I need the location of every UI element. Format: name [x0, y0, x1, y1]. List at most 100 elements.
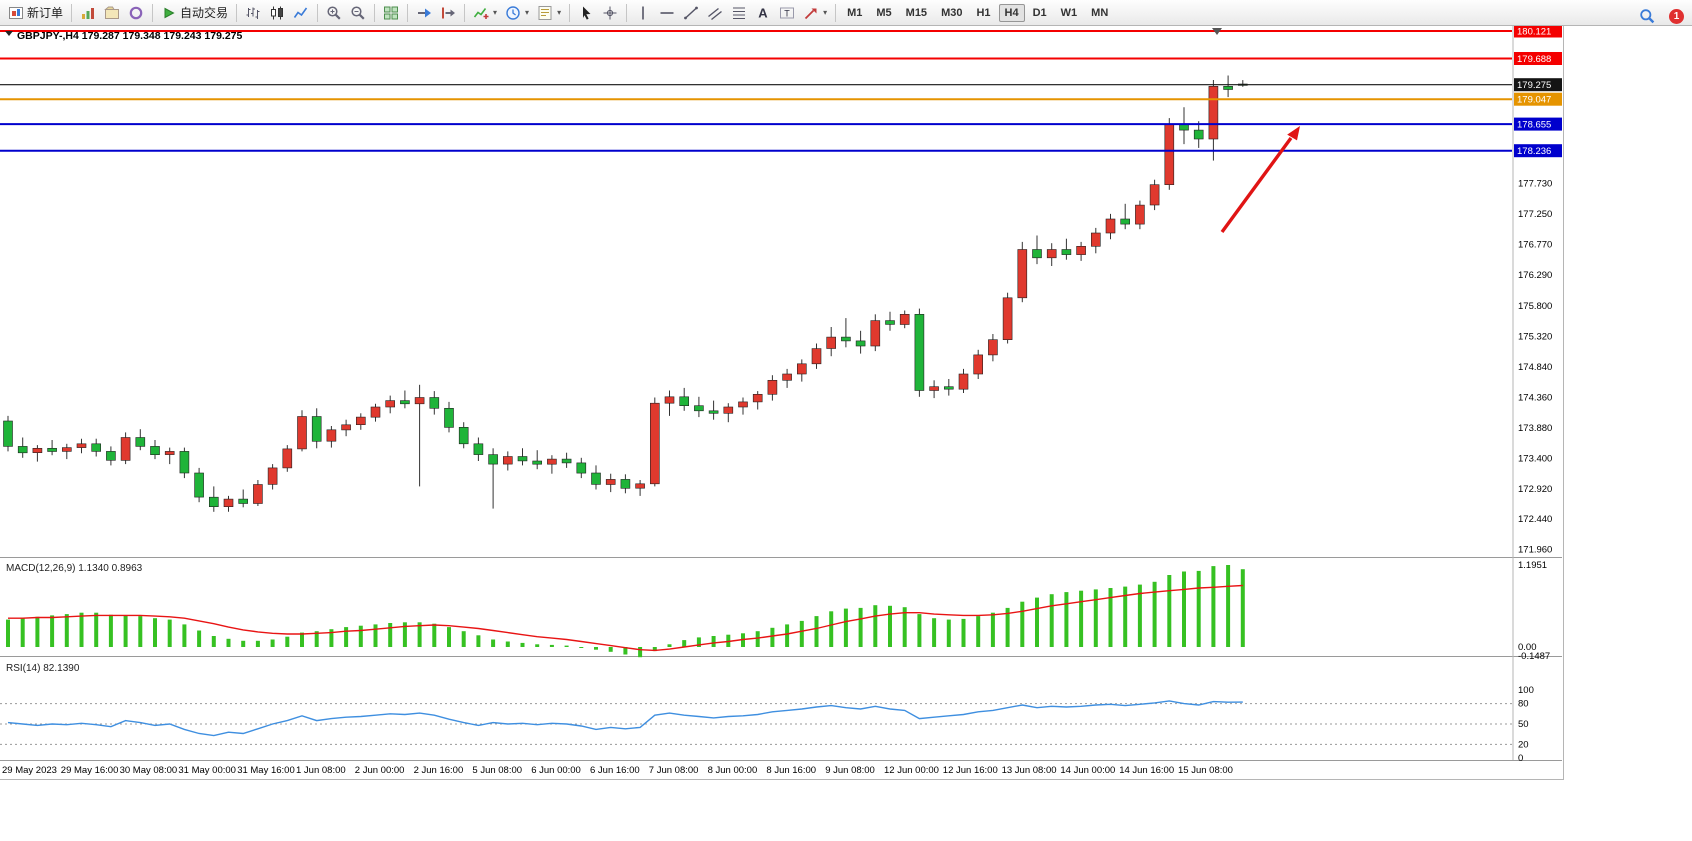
refresh-icon [129, 6, 143, 19]
timeframe-button-m1[interactable]: M1 [847, 6, 863, 19]
toolbar-separator [407, 3, 409, 22]
fibonacci-button[interactable] [727, 1, 751, 25]
macd-bar [476, 635, 481, 647]
line-chart-button[interactable] [289, 1, 313, 25]
macd-bar [520, 642, 525, 647]
arrows-button[interactable]: ▾ [799, 1, 831, 25]
timeframe-button-mn[interactable]: MN [1091, 6, 1109, 19]
timeframe-button-w1[interactable]: W1 [1060, 6, 1078, 19]
macd-bar [447, 627, 451, 647]
macd-bar [108, 614, 113, 647]
time-axis-label: 12 Jun 16:00 [943, 765, 998, 776]
dropdown-arrow-icon[interactable]: ▾ [525, 8, 530, 17]
zoom-out-button[interactable] [346, 1, 370, 25]
search-button[interactable] [1635, 4, 1659, 28]
templates-button[interactable]: ▾ [533, 1, 565, 25]
time-axis-label: 13 Jun 08:00 [1002, 765, 1057, 776]
time-axis-label: 9 Jun 08:00 [825, 765, 875, 776]
chart-shift-marker[interactable] [1212, 28, 1222, 35]
candle-body [297, 416, 307, 450]
timeframe-button-h4[interactable]: H4 [998, 3, 1025, 22]
dropdown-arrow-icon[interactable]: ▾ [557, 8, 562, 17]
trendline-button[interactable] [679, 1, 703, 25]
candle-body [473, 443, 484, 455]
auto-scroll-button[interactable] [412, 1, 436, 25]
macd-bar [1137, 584, 1142, 647]
vertical-line-button[interactable] [631, 1, 655, 25]
candle-body [679, 396, 690, 406]
pivot-line-badge [1514, 92, 1562, 106]
timeframe-button-h1[interactable]: H1 [976, 6, 991, 19]
timeframe-button-d1[interactable]: D1 [1032, 6, 1047, 19]
candle-body [17, 446, 28, 454]
price-tick-label: 173.880 [1518, 423, 1552, 434]
new-chart-button[interactable] [76, 1, 100, 25]
toolbar-right-cluster: 1 [1635, 4, 1684, 28]
time-axis-label: 14 Jun 00:00 [1060, 765, 1115, 776]
macd-bar [990, 612, 995, 647]
price-tick-label: 175.800 [1518, 301, 1552, 312]
timeframe-button-m5[interactable]: M5 [876, 6, 892, 19]
candle-body [326, 429, 337, 442]
tile-windows-button[interactable] [379, 1, 403, 25]
dropdown-arrow-icon[interactable]: ▾ [823, 8, 828, 17]
support-line-2-badge [1514, 144, 1562, 158]
macd-bar [1167, 575, 1172, 647]
new-order-button[interactable]: 新订单 [4, 1, 67, 25]
timeframe-button-m30[interactable]: M30 [941, 6, 963, 19]
candle-body [1061, 249, 1072, 255]
notifications-badge[interactable]: 1 [1669, 8, 1684, 24]
candlesticks-button[interactable] [265, 1, 289, 25]
timeframe-button-m15[interactable]: M15 [905, 6, 928, 19]
cursor-button[interactable] [574, 1, 598, 25]
channel-button[interactable] [703, 1, 727, 25]
chart-window-gbpjpy-h4[interactable]: GBPJPY-,H4 179.287 179.348 179.243 179.2… [0, 26, 1564, 780]
time-axis-label: 31 May 16:00 [237, 765, 295, 776]
candle-body [150, 446, 160, 455]
chart-menu-triangle-icon[interactable] [5, 31, 13, 36]
crosshair-button[interactable] [598, 1, 622, 25]
rsi-label: RSI(14) 82.1390 [6, 663, 80, 674]
candle-body [179, 451, 190, 474]
toolbar-separator [464, 3, 466, 22]
dropdown-arrow-icon[interactable]: ▾ [493, 8, 498, 17]
label-t-icon: T [780, 7, 795, 18]
candle-body [576, 462, 587, 474]
chart-canvas[interactable]: GBPJPY-,H4 179.287 179.348 179.243 179.2… [0, 26, 1562, 779]
candle-body [1135, 204, 1145, 225]
time-axis-label: 14 Jun 16:00 [1119, 765, 1174, 776]
candle-body [32, 447, 43, 453]
periods-button[interactable]: ▾ [501, 1, 533, 25]
label-button[interactable]: T [775, 1, 799, 25]
profiles-button[interactable] [100, 1, 124, 25]
macd-bar [1182, 571, 1186, 647]
rsi-scale-label: 80 [1518, 699, 1529, 710]
zoom-in-button[interactable] [322, 1, 346, 25]
hline-icon [660, 11, 674, 14]
search-icon [1640, 9, 1655, 24]
candle-body [355, 416, 366, 426]
autotrading-button[interactable]: 自动交易 [157, 1, 232, 25]
candle-body [988, 339, 998, 356]
ohlc-bars-button[interactable] [241, 1, 265, 25]
chart-header-title: GBPJPY-,H4 179.287 179.348 179.243 179.2… [17, 30, 243, 42]
price-tick-label: 176.770 [1518, 239, 1552, 250]
candle-body [752, 393, 763, 403]
refresh-button[interactable] [124, 1, 148, 25]
macd-bar [35, 616, 40, 647]
candle-body [973, 354, 984, 375]
horizontal-line-button[interactable] [655, 1, 679, 25]
indicators-button[interactable]: ▾ [469, 1, 501, 25]
candle-body [899, 313, 910, 325]
macd-bar [300, 632, 304, 647]
price-tick-label: 172.920 [1518, 484, 1552, 495]
chart-shift-button[interactable] [436, 1, 460, 25]
macd-scale-label: 1.1951 [1518, 560, 1547, 571]
candle-body [267, 467, 278, 485]
candle-body [635, 483, 645, 489]
text-button[interactable]: A [751, 1, 775, 25]
trend-arrow-annotation[interactable] [1220, 136, 1293, 234]
candle-body [311, 416, 322, 442]
vline-icon [642, 6, 644, 19]
candle-body [914, 313, 925, 391]
